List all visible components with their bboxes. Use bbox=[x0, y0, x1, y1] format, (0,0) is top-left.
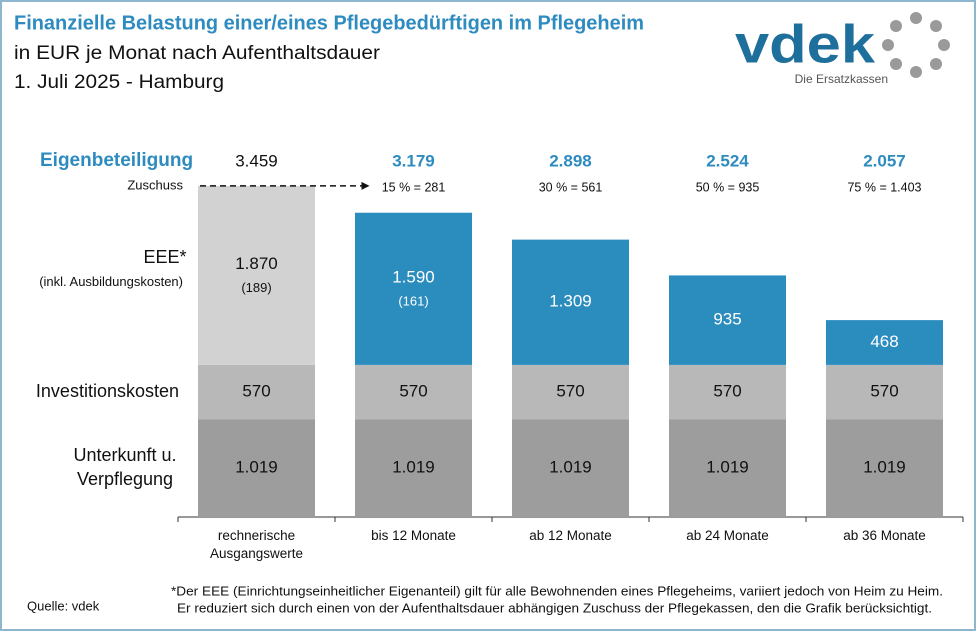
legend-note: (inkl. Ausbildungskosten) bbox=[39, 274, 183, 289]
bar-segment bbox=[512, 419, 629, 517]
value-label: 1.019 bbox=[549, 458, 592, 477]
total-label: 2.898 bbox=[549, 151, 592, 170]
logo-tagline: Die Ersatzkassen bbox=[795, 72, 888, 86]
legend-label: EEE* bbox=[143, 247, 186, 267]
bar-segment bbox=[826, 320, 943, 365]
value-label: 1.019 bbox=[706, 458, 749, 477]
total-label: 3.459 bbox=[235, 151, 278, 170]
sub-value-label: (189) bbox=[241, 280, 271, 295]
sub-value-label: (161) bbox=[398, 293, 428, 308]
value-label: 1.870 bbox=[235, 254, 278, 273]
legend-label: Unterkunft u. Verpflegung bbox=[73, 445, 177, 489]
x-tick-label: ab 24 Monate bbox=[686, 528, 769, 543]
bar-segment bbox=[826, 364, 943, 420]
zuschuss-label: 30 % = 561 bbox=[539, 180, 603, 194]
bar-segment bbox=[355, 212, 472, 365]
value-label: 570 bbox=[399, 382, 427, 401]
total-label: 2.057 bbox=[863, 151, 906, 170]
value-label: 1.309 bbox=[549, 292, 592, 311]
source: Quelle: vdek bbox=[27, 598, 100, 613]
total-label: 3.179 bbox=[392, 151, 435, 170]
bar-segment bbox=[512, 239, 629, 365]
subtitle: in EUR je Monat nach Aufenthaltsdauer bbox=[14, 43, 381, 64]
arrow-head bbox=[361, 181, 370, 190]
bar-segment bbox=[512, 364, 629, 420]
value-label: 570 bbox=[242, 382, 270, 401]
value-label: 468 bbox=[870, 332, 898, 351]
value-label: 1.019 bbox=[863, 458, 906, 477]
value-label: 570 bbox=[870, 382, 898, 401]
x-tick-label: rechnerische Ausgangswerte bbox=[209, 528, 304, 561]
logo-text: vdek bbox=[735, 14, 876, 74]
bar-segment bbox=[669, 275, 786, 365]
bar-segment bbox=[198, 419, 315, 517]
bar-segment bbox=[198, 185, 315, 365]
x-tick-label: bis 12 Monate bbox=[371, 528, 456, 543]
zuschuss-label: 15 % = 281 bbox=[382, 180, 446, 194]
x-tick-label: ab 12 Monate bbox=[529, 528, 612, 543]
total-label: 2.524 bbox=[706, 151, 749, 170]
value-label: 1.019 bbox=[235, 458, 278, 477]
date: 1. Juli 2025 - Hamburg bbox=[14, 72, 224, 93]
value-label: 1.019 bbox=[392, 458, 435, 477]
bar-segment bbox=[198, 364, 315, 420]
bar-segment bbox=[826, 419, 943, 517]
totals-row-label: Eigenbeteiligung bbox=[40, 150, 193, 171]
bar-segment bbox=[669, 419, 786, 517]
x-tick-label: ab 36 Monate bbox=[843, 528, 926, 543]
bar-segment bbox=[355, 364, 472, 420]
zuschuss-row-label: Zuschuss bbox=[127, 177, 183, 192]
footnote: *Der EEE (Einrichtungseinheitlicher Eige… bbox=[171, 584, 943, 598]
zuschuss-label: 50 % = 935 bbox=[696, 180, 760, 194]
title: Finanzielle Belastung einer/eines Pflege… bbox=[14, 12, 644, 34]
value-label: 570 bbox=[713, 382, 741, 401]
logo-ring bbox=[882, 12, 950, 78]
value-label: 935 bbox=[713, 310, 741, 329]
value-label: 570 bbox=[556, 382, 584, 401]
zuschuss-label: 75 % = 1.403 bbox=[847, 180, 921, 194]
bar-segment bbox=[669, 364, 786, 420]
bar-segment bbox=[355, 419, 472, 517]
value-label: 1.590 bbox=[392, 267, 435, 286]
legend-label: Investitionskosten bbox=[36, 381, 179, 401]
footnote: Er reduziert sich durch einen von der Au… bbox=[177, 601, 932, 615]
